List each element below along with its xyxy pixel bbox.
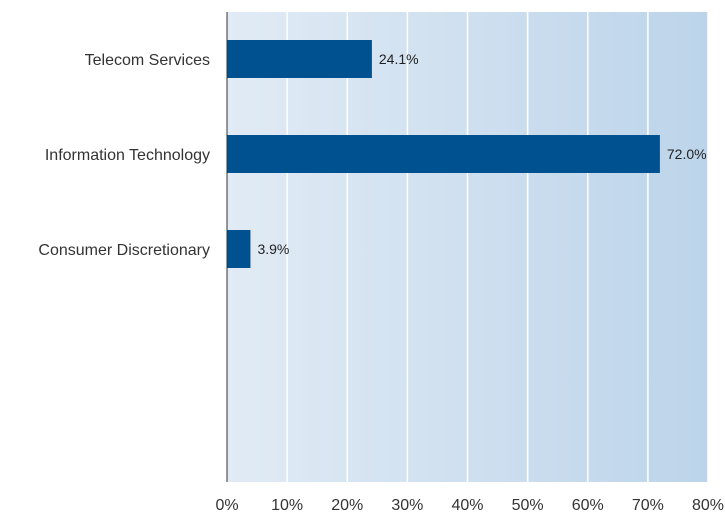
x-tick-label: 80%: [692, 497, 724, 514]
x-tick-label: 20%: [331, 497, 363, 514]
x-tick-label: 60%: [572, 497, 604, 514]
category-label: Consumer Discretionary: [38, 242, 210, 259]
x-tick-labels: 0% 10% 20% 30% 40% 50% 60% 70% 80%: [215, 497, 724, 514]
bars: [227, 40, 660, 268]
data-label: 72.0%: [667, 146, 707, 162]
x-tick-label: 30%: [391, 497, 423, 514]
x-tick-label: 70%: [632, 497, 664, 514]
x-tick-label: 10%: [271, 497, 303, 514]
x-tick-label: 50%: [512, 497, 544, 514]
bar: [227, 230, 251, 268]
x-tick-label: 0%: [215, 497, 238, 514]
data-label: 3.9%: [257, 241, 289, 257]
data-label: 24.1%: [379, 51, 419, 67]
data-labels: 24.1% 72.0% 3.9%: [257, 51, 706, 257]
gridlines: [286, 12, 709, 482]
category-label: Telecom Services: [85, 52, 210, 69]
category-labels: Telecom Services Information Technology Co…: [38, 52, 210, 259]
category-label: Information Technology: [45, 147, 210, 164]
x-tick-label: 40%: [451, 497, 483, 514]
bar: [227, 135, 660, 173]
bar: [227, 40, 372, 78]
